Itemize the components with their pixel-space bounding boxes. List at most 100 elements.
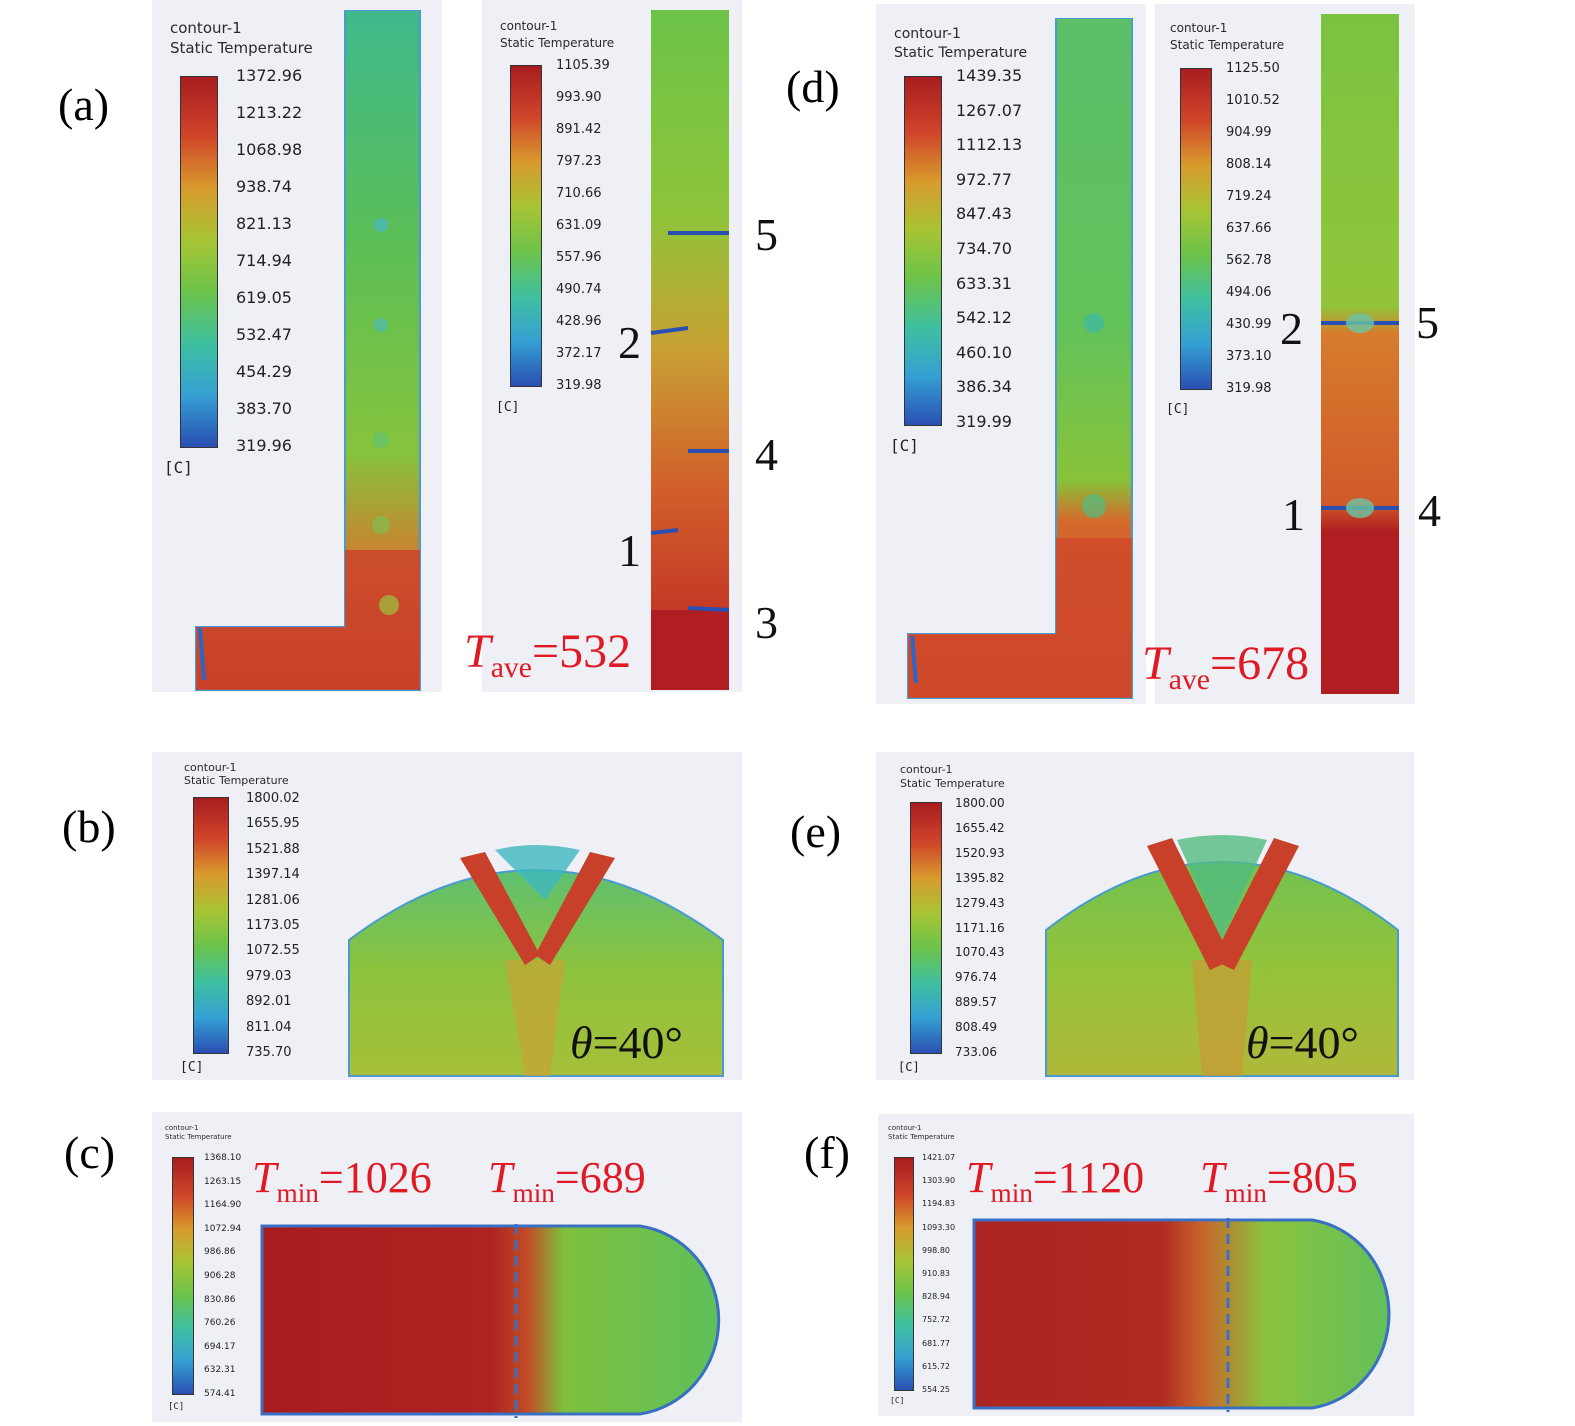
- capsule-domain-c: [260, 1224, 721, 1418]
- unit-label-f: [C]: [890, 1396, 905, 1405]
- colorbar-tick-d2: 319.98: [1226, 381, 1272, 396]
- tmin-annotation-c2: Tmin=689: [488, 1153, 646, 1208]
- colorbar-b: [193, 797, 229, 1054]
- colorbar-tick-c: 1368.10: [204, 1153, 242, 1163]
- colorbar-tick-e: 808.49: [955, 1020, 997, 1035]
- colorbar-tick-f: 910.83: [922, 1269, 950, 1278]
- theta-annotation-e: θ=40°: [1246, 1017, 1359, 1068]
- colorbar-tick-f: 681.77: [922, 1338, 950, 1348]
- colorbar-tick-a2: 372.17: [556, 346, 602, 361]
- colorbar-tick-d1: 386.34: [956, 377, 1012, 397]
- contour-quantity-d1: Static Temperature: [894, 45, 1028, 61]
- colorbar-tick-b: 1072.55: [246, 943, 300, 959]
- tmin-annotation-f2: Tmin=805: [1200, 1153, 1358, 1208]
- colorbar-tick-b: 1173.05: [246, 918, 300, 933]
- colorbar-tick-f: 615.72: [922, 1361, 950, 1371]
- colorbar-tick-f: 1093.30: [922, 1222, 956, 1232]
- colorbar-tick-c: 1164.90: [204, 1200, 242, 1211]
- unit-label-d1: [C]: [890, 436, 919, 455]
- colorbar-e: [910, 802, 942, 1054]
- unit-label-d2: [C]: [1166, 402, 1190, 417]
- colorbar-tick-f: 998.80: [922, 1245, 950, 1255]
- contour-name-a2: contour-1: [500, 19, 558, 33]
- colorbar-tick-d1: 460.10: [956, 342, 1012, 362]
- colorbar-tick-a2: 891.42: [556, 122, 602, 137]
- contour-name-d1: contour-1: [894, 26, 961, 42]
- colorbar-tick-a1: 1372.96: [236, 66, 303, 85]
- position-label-a-4: 4: [755, 429, 778, 480]
- colorbar-tick-c: 830.86: [204, 1294, 236, 1305]
- colorbar-tick-a2: 319.98: [556, 378, 602, 393]
- position-label-d-4: 4: [1418, 485, 1441, 536]
- contour-name-a1: contour-1: [170, 19, 242, 37]
- theta-annotation-b: θ=40°: [570, 1017, 683, 1068]
- colorbar-tick-b: 1655.95: [246, 816, 300, 832]
- colorbar-tick-a1: 532.47: [236, 325, 292, 344]
- colorbar-tick-a1: 619.05: [236, 288, 292, 307]
- colorbar-tick-f: 554.25: [922, 1385, 950, 1394]
- position-label-d-1: 1: [1282, 489, 1305, 540]
- colorbar-a1: [180, 76, 218, 448]
- colorbar-d2: [1180, 68, 1212, 390]
- colorbar-tick-a1: 938.74: [236, 177, 292, 196]
- contour-name-e: contour-1: [900, 763, 953, 776]
- colorbar-tick-c: 694.17: [204, 1341, 236, 1352]
- colorbar-tick-d2: 637.66: [1226, 221, 1272, 236]
- panel-label-a: (a): [58, 79, 110, 130]
- colorbar-tick-b: 979.03: [246, 968, 292, 984]
- colorbar-tick-e: 1520.93: [955, 845, 1005, 860]
- colorbar-tick-f: 1421.07: [922, 1153, 956, 1162]
- colorbar-tick-e: 1655.42: [955, 820, 1005, 835]
- colorbar-tick-d2: 430.99: [1226, 317, 1272, 332]
- panel-label-f: (f): [804, 1127, 850, 1178]
- colorbar-tick-a2: 557.96: [556, 250, 602, 265]
- colorbar-tick-a1: 454.29: [236, 362, 292, 381]
- panel-label-c: (c): [64, 1127, 116, 1178]
- tave-annotation-d: Tave=678: [1142, 637, 1310, 697]
- colorbar-tick-d1: 1439.35: [956, 66, 1023, 85]
- l-shaped-domain-a1: [195, 10, 421, 691]
- colorbar-tick-b: 892.01: [246, 994, 292, 1010]
- colorbar-tick-d1: 1267.07: [956, 100, 1023, 120]
- contour-name-b: contour-1: [184, 761, 237, 774]
- position-label-a-2: 2: [618, 317, 641, 368]
- contour-quantity-f: Static Temperature: [888, 1133, 955, 1141]
- colorbar-tick-d2: 1010.52: [1226, 93, 1280, 108]
- colorbar-tick-e: 889.57: [955, 995, 997, 1010]
- colorbar-tick-f: 752.72: [922, 1315, 950, 1325]
- panel-label-e: (e): [790, 806, 842, 857]
- colorbar-c: [172, 1157, 194, 1395]
- colorbar-tick-b: 811.04: [246, 1019, 292, 1035]
- colorbar-tick-a1: 319.96: [236, 436, 292, 455]
- colorbar-tick-d2: 373.10: [1226, 349, 1272, 364]
- colorbar-tick-d1: 542.12: [956, 308, 1012, 328]
- colorbar-tick-a2: 993.90: [556, 90, 602, 105]
- colorbar-tick-c: 632.31: [204, 1365, 236, 1376]
- colorbar-tick-d1: 633.31: [956, 273, 1012, 293]
- position-label-a-5: 5: [755, 209, 778, 260]
- colorbar-tick-e: 733.06: [955, 1045, 997, 1059]
- panel-label-b: (b): [62, 801, 116, 852]
- contour-quantity-e: Static Temperature: [900, 777, 1005, 790]
- unit-label-e: [C]: [898, 1060, 920, 1074]
- colorbar-tick-a1: 383.70: [236, 399, 292, 418]
- position-label-a-3: 3: [755, 597, 778, 648]
- colorbar-tick-a2: 631.09: [556, 218, 602, 233]
- unit-label-c: [C]: [168, 1402, 185, 1412]
- colorbar-tick-b: 1521.88: [246, 841, 300, 857]
- colorbar-tick-d2: 1125.50: [1226, 61, 1280, 76]
- colorbar-tick-a1: 1213.22: [236, 103, 303, 122]
- position-label-d-5: 5: [1416, 297, 1439, 348]
- contour-name-f: contour-1: [888, 1124, 922, 1132]
- panel-label-d: (d): [786, 61, 840, 112]
- colorbar-tick-c: 1263.15: [204, 1176, 242, 1187]
- colorbar-tick-d1: 1112.13: [956, 135, 1023, 155]
- unit-label-a1: [C]: [164, 458, 193, 477]
- colorbar-tick-a1: 821.13: [236, 214, 292, 233]
- contour-quantity-a2: Static Temperature: [500, 36, 615, 50]
- dome-domain-e: [1045, 835, 1399, 1077]
- colorbar-tick-b: 1397.14: [246, 867, 300, 883]
- colorbar-tick-f: 1194.83: [922, 1199, 956, 1209]
- colorbar-tick-e: 1800.00: [955, 796, 1005, 810]
- colorbar-tick-d2: 494.06: [1226, 285, 1272, 300]
